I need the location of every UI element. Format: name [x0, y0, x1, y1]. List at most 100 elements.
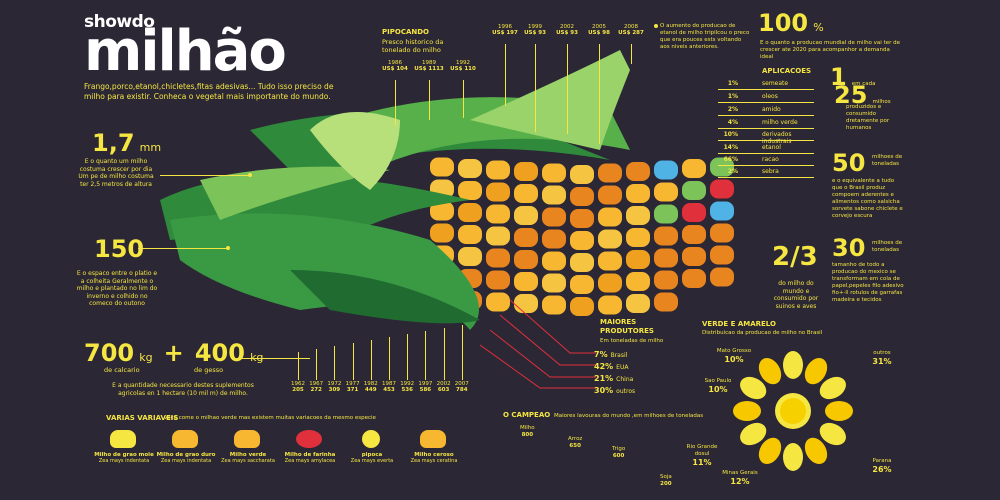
crop-item: Trigo 600 [612, 446, 625, 460]
harvest-year-col: 1977 371 [343, 381, 363, 393]
harvest-leader [425, 331, 427, 380]
harvest-value: 586 [419, 387, 432, 393]
cob-kernel [682, 269, 706, 288]
variety-name: Milho de grao mole [94, 452, 154, 458]
harvest-year: 1967 [309, 381, 324, 387]
cob-kernel [514, 162, 538, 181]
applications-title: APLICACOES [762, 67, 812, 75]
cob-kernel [542, 295, 566, 315]
ring-kernel [819, 376, 846, 400]
harvest-year: 1992 [400, 381, 415, 387]
fifty-stat: 50 [832, 150, 865, 176]
price-col-1996: 1996 US$ 197 [492, 24, 518, 36]
variety-item: Milho ceroso Zea mays ceratina [394, 430, 474, 464]
state-name: Parana [872, 458, 892, 464]
ring-kernel [783, 351, 803, 379]
verde-title: VERDE E AMARELO [702, 320, 776, 328]
state-pct: 26% [872, 465, 892, 474]
application-pct: 14% [723, 144, 738, 151]
application-pct: 2% [727, 168, 738, 175]
variety-scientific: Zea mays indentata [98, 458, 150, 464]
crop-name: Trigo [612, 446, 626, 452]
producer-name: China [616, 376, 634, 383]
application-row: 66% racao [712, 156, 822, 165]
thirty-value: 30 [832, 234, 866, 262]
thirty-desc: tamanho de todo a producao do mexico se … [832, 262, 904, 303]
state-pct: 12% [730, 477, 750, 486]
varieties-title: VARIAS VARIAVEIS [106, 414, 179, 422]
cob-kernel [626, 294, 650, 313]
state-name: Rio Grande dosul [686, 444, 718, 457]
cob-kernel [626, 272, 650, 291]
application-row: 1% oleos [712, 93, 822, 102]
variety-name: Milho verde [229, 452, 267, 458]
application-underline [718, 89, 814, 90]
harvest-year-col: 2002 603 [434, 381, 454, 393]
cob-kernel [486, 292, 510, 312]
application-underline [718, 115, 814, 116]
application-underline [718, 153, 814, 154]
hundred-unit: % [813, 21, 824, 34]
growth-desc: E o quanto um milho costuma crescer por … [78, 158, 154, 188]
cob-kernel [486, 160, 510, 180]
harvest-leader [389, 337, 390, 380]
ratio-desc: produzidos e consumido dretamente por hu… [846, 104, 890, 131]
producers-title: MAIORES PRODUTORES [600, 318, 654, 335]
cob-kernel [710, 267, 734, 287]
ratio-a: 1 [830, 63, 847, 91]
cob-kernel [654, 248, 678, 268]
price-col-2002: 2002 US$ 93 [556, 24, 578, 36]
supplement-value-1: 700 [84, 339, 135, 367]
cob-kernel [430, 223, 454, 243]
cob-kernel [542, 273, 566, 293]
campeao-desc: Maiores lavouras do mundo ,em milhoes de… [554, 413, 704, 419]
pipocando-desc: Presco historico da tonelado do milho [382, 38, 444, 54]
variety-kernel-icon [296, 430, 322, 448]
price-col-1992: 1992 US$ 110 [450, 60, 476, 72]
state-pct: 10% [708, 385, 728, 394]
harvest-year: 1982 [363, 381, 378, 387]
days-value: 150 [94, 235, 145, 263]
cob-kernel [514, 272, 538, 291]
cob-kernel [542, 251, 566, 271]
fifty-desc: e o equivalente a tudo que o Brasil prod… [832, 178, 903, 219]
brazil-kernel-ring [733, 351, 853, 471]
ring-kernel [740, 422, 767, 446]
producer-name: Brasil [610, 352, 628, 359]
two-thirds-value: 2/3 [772, 242, 818, 272]
variety-name: Milho de grao duro [156, 452, 216, 458]
ring-kernel [804, 358, 828, 385]
supplement-value-2: 400 [194, 339, 245, 367]
cob-kernel [570, 231, 594, 250]
supplement-stat: 700 kg + 400 kg [84, 340, 263, 366]
harvest-leader [461, 325, 463, 380]
ring-kernel [804, 437, 828, 464]
ratio-b-unit: milhos [872, 99, 891, 105]
cob-kernel [598, 163, 622, 183]
cob-kernel [514, 184, 538, 203]
hundred-value: 100 [758, 9, 809, 37]
ring-kernel [740, 376, 767, 400]
cob-kernel [598, 229, 622, 249]
verde-desc: Distribuicao da producao de milho no Bra… [702, 330, 823, 336]
cob-kernel [654, 182, 678, 202]
fifty-unit: milhoes de toneladas [872, 154, 903, 167]
cob-kernel [542, 185, 566, 205]
harvest-year: 1977 [345, 381, 360, 387]
crop-item: Milho 800 [520, 425, 535, 439]
ratio-stat: 1 em cada [830, 64, 876, 90]
cob-kernel [570, 187, 594, 206]
variety-scientific: Zea mays indentata [160, 458, 212, 464]
harvest-value: 784 [456, 387, 468, 393]
harvest-leader [352, 343, 354, 380]
price-col-1986: 1986 US$ 104 [382, 60, 408, 72]
application-name: amido [762, 106, 781, 113]
supplement-label-2: de gesso [194, 366, 224, 374]
cob-kernel [542, 163, 566, 183]
variety-kernel-icon [234, 430, 260, 448]
harvest-value: 272 [310, 387, 322, 393]
cob-kernel [458, 247, 482, 266]
state-label: outros 31% [860, 350, 904, 366]
cob-kernel [570, 253, 594, 272]
application-underline [718, 177, 814, 178]
